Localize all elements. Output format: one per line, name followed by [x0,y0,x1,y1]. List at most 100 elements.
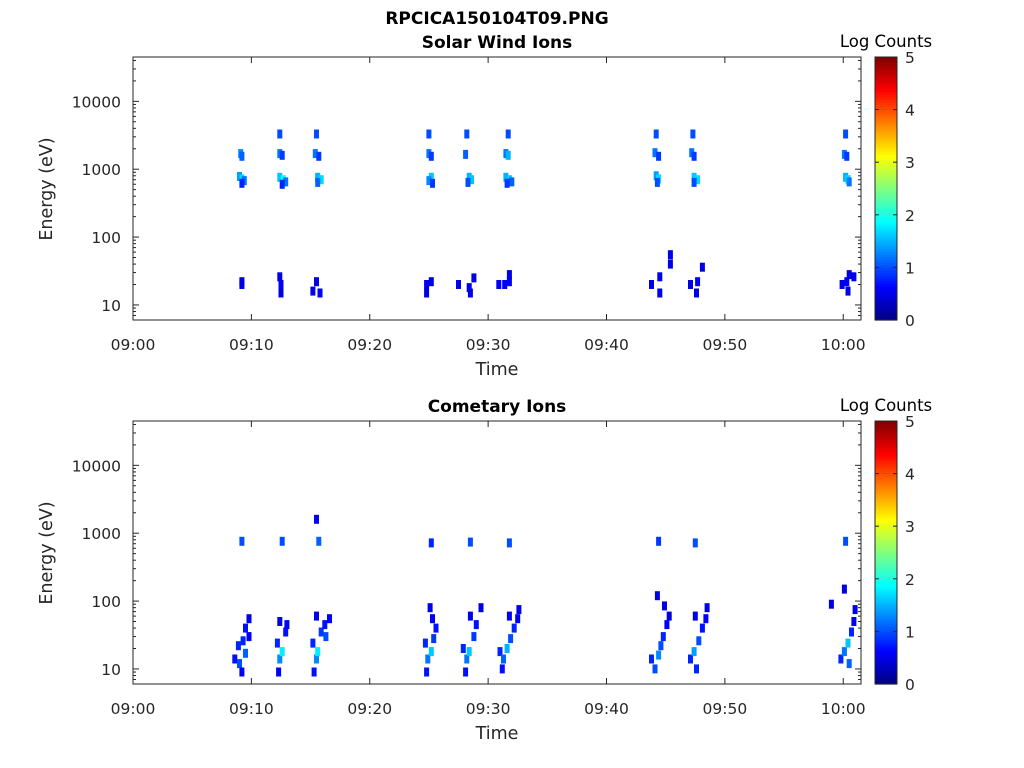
x-tick-label: 09:20 [347,700,392,718]
heatmap-cell [422,638,428,648]
heatmap-cell [506,270,512,280]
heatmap-cell [311,667,317,677]
colorbar-band [875,513,897,517]
heatmap-cell [690,129,696,139]
solar-wind-title: Solar Wind Ions [422,33,573,53]
colorbar-band [875,120,897,124]
colorbar-band [875,125,897,129]
colorbar-band [875,272,897,276]
cometary-title: Cometary Ions [428,397,567,417]
colorbar-band [875,67,897,71]
heatmap-cells [237,129,857,298]
colorbar-band [875,489,897,493]
colorbar-band [875,578,897,583]
cometary-panel: Cometary Ions Log Counts Time Energy (eV… [37,396,932,744]
heatmap-cell [427,603,433,613]
colorbar-band [875,285,897,290]
colorbar-band [875,452,897,456]
colorbar-band [875,421,897,425]
colorbar-band [875,91,897,95]
colorbar-band [875,143,897,148]
x-tick-label: 09:50 [703,700,748,718]
colorbar-band [875,470,897,475]
colorbar-band [875,259,897,263]
heatmap-cell [318,627,324,637]
colorbar-band [875,170,897,174]
heatmap-cell [243,648,248,658]
colorbar-band [875,612,897,617]
heatmap-cell [235,641,241,651]
colorbar-band [875,607,897,611]
heatmap-cell [284,620,290,630]
colorbar-band [875,476,897,480]
heatmap-cell [656,536,662,546]
colorbar-band [875,101,897,105]
colorbar-band [875,497,897,501]
heatmap-cell [657,288,663,298]
heatmap-cell [430,178,435,188]
heatmap-cell [503,172,509,182]
colorbar-band [875,460,897,464]
colorbar-band [875,248,897,253]
heatmap-cell [662,601,667,611]
heatmap-cell [496,280,502,289]
heatmap-cell [465,177,471,187]
colorbar-band [875,660,897,664]
heatmap-cell [466,283,472,293]
colorbar-band [875,296,897,300]
colorbar-band [875,62,897,66]
colorbar-band [875,78,897,82]
colorbar-band [875,634,897,638]
colorbar-band [875,275,897,279]
heatmap-cell [237,659,242,669]
colorbar-band [875,214,897,219]
colorbar-tick-label: 5 [905,413,915,431]
heatmap-cell [692,538,698,548]
heatmap-cell [279,536,285,546]
heatmap-cell [469,175,474,185]
colorbar-band [875,563,897,567]
heatmap-cell [315,177,321,187]
colorbar-band [875,188,897,192]
colorbar-band [875,681,897,685]
colorbar-band [875,426,897,430]
heatmap-cell [691,172,697,182]
colorbar-band [875,662,897,667]
heatmap-cell [433,623,439,633]
heatmap-cell [426,176,432,186]
colorbar-frame [874,420,898,685]
colorbar-band [875,156,897,161]
colorbar-band [875,217,897,221]
colorbar-band [875,647,897,651]
colorbar-band [875,639,897,643]
heatmap-cell [314,514,319,524]
colorbar-band [875,510,897,514]
y-tick-label: 100 [91,229,121,247]
colorbar-band [875,547,897,551]
colorbar-tick-label: 2 [905,571,915,589]
heatmap-cell [843,536,849,546]
heatmap-cell [696,636,702,646]
colorbar-band [875,167,897,171]
colorbar-frame [874,56,898,321]
colorbar-band [875,264,897,268]
colorbar-band [875,676,897,680]
colorbar-band [875,644,897,648]
x-tick-label: 09:40 [584,336,629,354]
x-tick-label: 09:30 [466,336,511,354]
colorbar-band [875,112,897,116]
heatmap-cell [239,536,245,546]
colorbar-band [875,141,897,145]
colorbar-band [875,246,897,250]
heatmap-cell [283,177,289,187]
colorbar-band [875,306,897,311]
colorbar-band [875,280,897,284]
colorbar-band [875,314,897,318]
colorbar-band [875,277,897,282]
colorbar-band [875,447,897,451]
colorbar-tick-label: 4 [905,466,915,484]
heatmap-cell [314,611,319,621]
heatmap-cell [841,584,847,594]
colorbar-band [875,251,897,255]
heatmap-cell [694,288,699,298]
